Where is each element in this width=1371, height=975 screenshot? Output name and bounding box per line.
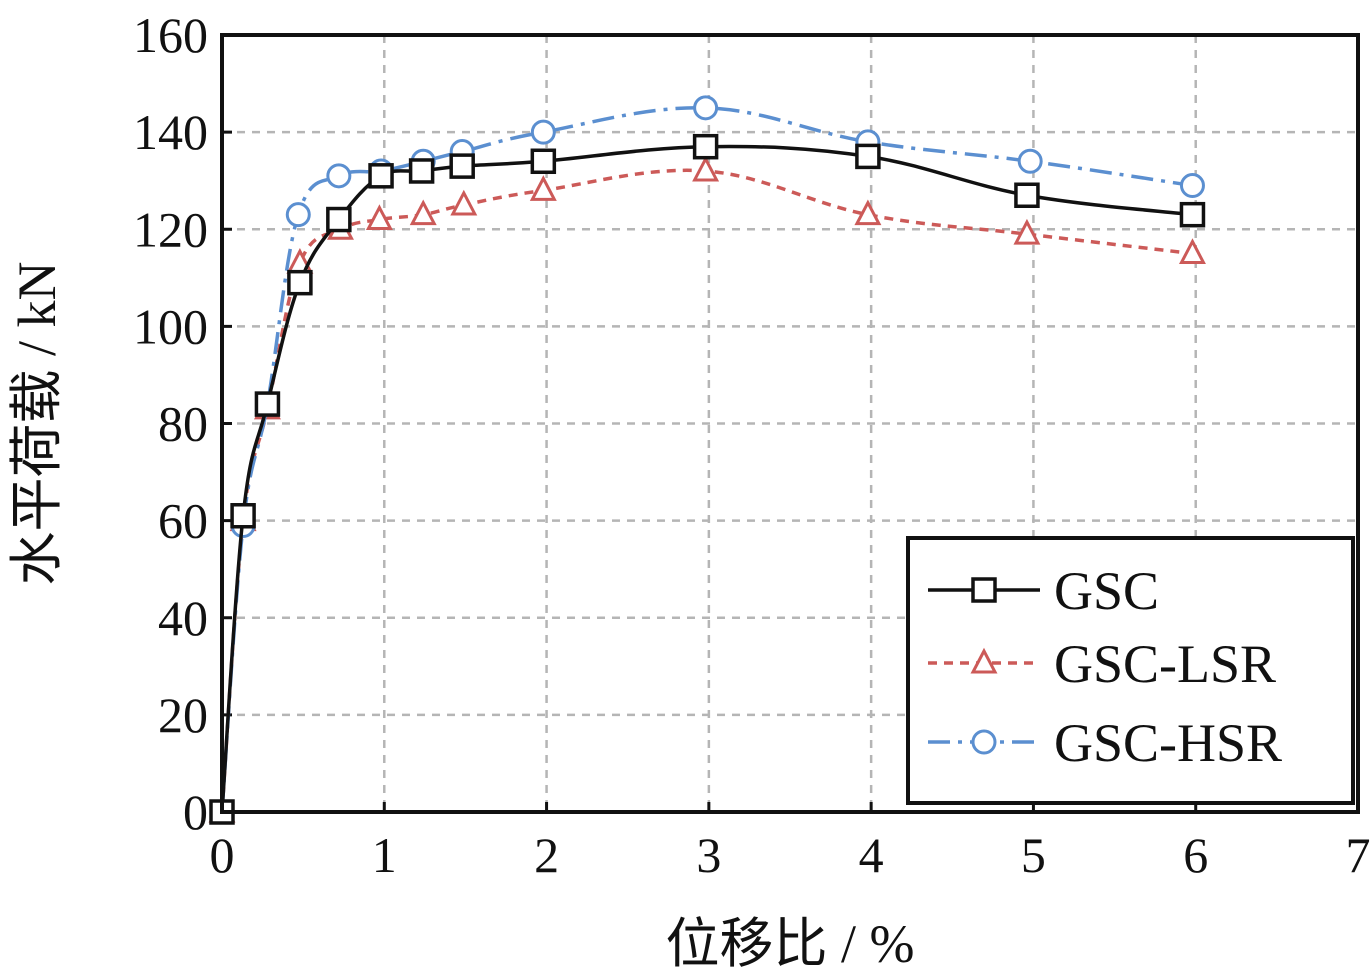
data-point-square <box>971 577 997 603</box>
data-point-square <box>530 148 557 175</box>
y-tick-label: 20 <box>158 687 208 743</box>
data-point-circle <box>285 202 311 228</box>
data-point-triangle <box>1013 218 1041 245</box>
series-gsc <box>209 133 1206 825</box>
legend-item-gsc-hsr: GSC-HSR <box>928 713 1282 773</box>
data-point-square <box>408 158 435 184</box>
data-point-circle <box>971 729 997 755</box>
data-point-circle <box>326 163 352 189</box>
ticks: 0 1 2 3 4 5 6 7 0 20 40 60 80 100 120 140 160 <box>133 7 1371 883</box>
y-tick-label: 160 <box>133 7 208 63</box>
data-point-triangle <box>970 647 998 674</box>
data-point-square <box>855 143 881 170</box>
data-point-circle <box>693 95 719 121</box>
legend-label: GSC-LSR <box>1054 634 1276 694</box>
data-point-triangle <box>692 155 720 182</box>
y-tick-label: 60 <box>158 493 208 549</box>
y-tick-label: 0 <box>183 784 208 840</box>
data-point-square <box>692 133 719 160</box>
x-tick-label: 7 <box>1346 827 1371 883</box>
legend-label: GSC <box>1054 561 1159 621</box>
x-tick-label: 5 <box>1021 827 1046 883</box>
y-tick-label: 140 <box>133 104 208 160</box>
data-point-square <box>1179 201 1206 228</box>
data-point-triangle <box>529 175 557 201</box>
x-tick-label: 2 <box>534 827 559 883</box>
data-point-square <box>287 269 313 296</box>
plot-frame <box>220 33 1360 814</box>
data-point-square <box>230 503 256 529</box>
data-point-square <box>449 153 475 179</box>
y-tick-label: 100 <box>133 298 208 354</box>
legend-label: GSC-HSR <box>1054 713 1282 773</box>
data-point-square <box>254 391 281 417</box>
y-tick-label: 80 <box>158 396 208 452</box>
data-point-square <box>1014 182 1040 209</box>
y-tick-label: 40 <box>158 590 208 646</box>
data-point-square <box>326 206 352 233</box>
legend: GSC GSC-LSR GSC-HSR <box>906 536 1355 805</box>
y-axis-label: 水平荷载 / kN <box>7 262 67 586</box>
x-tick-label: 4 <box>859 827 884 883</box>
x-tick-label: 6 <box>1183 827 1208 883</box>
data-point-square <box>368 163 394 189</box>
data-point-circle <box>1017 148 1043 174</box>
data-point-triangle <box>450 189 478 216</box>
x-tick-label: 0 <box>210 827 235 883</box>
legend-item-gsc: GSC <box>928 561 1159 621</box>
x-axis-label: 位移比 / % <box>666 914 915 974</box>
data-point-triangle <box>409 199 437 226</box>
data-point-triangle <box>854 199 882 226</box>
series <box>208 95 1206 825</box>
data-point-circle <box>1179 173 1205 199</box>
x-tick-label: 1 <box>372 827 397 883</box>
data-point-triangle <box>1178 238 1206 265</box>
series-line-gsc-hsr <box>220 106 1193 813</box>
y-tick-label: 120 <box>133 201 208 257</box>
legend-item-gsc-lsr: GSC-LSR <box>928 634 1276 694</box>
x-tick-label: 3 <box>696 827 721 883</box>
data-point-circle <box>530 119 556 145</box>
data-point-triangle <box>365 204 393 231</box>
